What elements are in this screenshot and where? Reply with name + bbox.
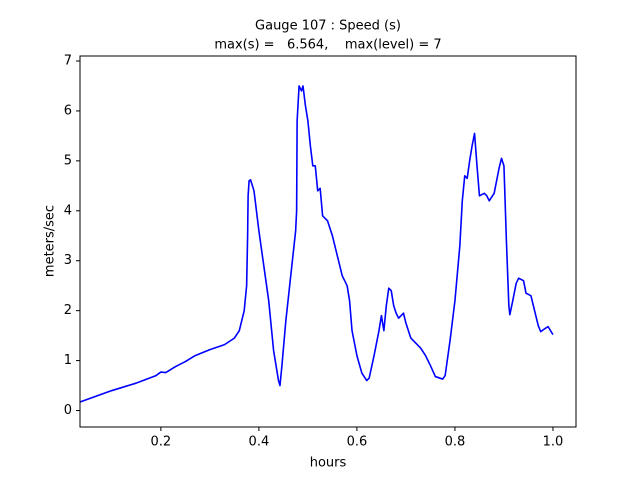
chart-subtitle: max(s) = 6.564, max(level) = 7 [214,38,441,53]
plot-frame [79,55,577,428]
y-tick-label: 2 [64,303,72,318]
x-axis-label: hours [310,456,347,471]
x-tick-label: 0.6 [347,435,368,450]
x-tick-label: 1.0 [543,435,564,450]
y-tick-label: 5 [64,153,72,168]
y-tick-label: 6 [64,103,72,118]
y-axis-label: meters/sec [43,205,58,277]
y-tick-label: 7 [64,53,72,68]
x-tick-label: 0.8 [445,435,466,450]
data-line [79,85,554,403]
x-tick-label: 0.4 [249,435,270,450]
chart-title: Gauge 107 : Speed (s) [255,19,401,34]
y-tick-label: 3 [64,253,72,268]
y-tick-label: 4 [64,203,72,218]
y-tick-label: 0 [64,403,72,418]
y-tick-label: 1 [64,353,72,368]
x-tick-label: 0.2 [151,435,172,450]
